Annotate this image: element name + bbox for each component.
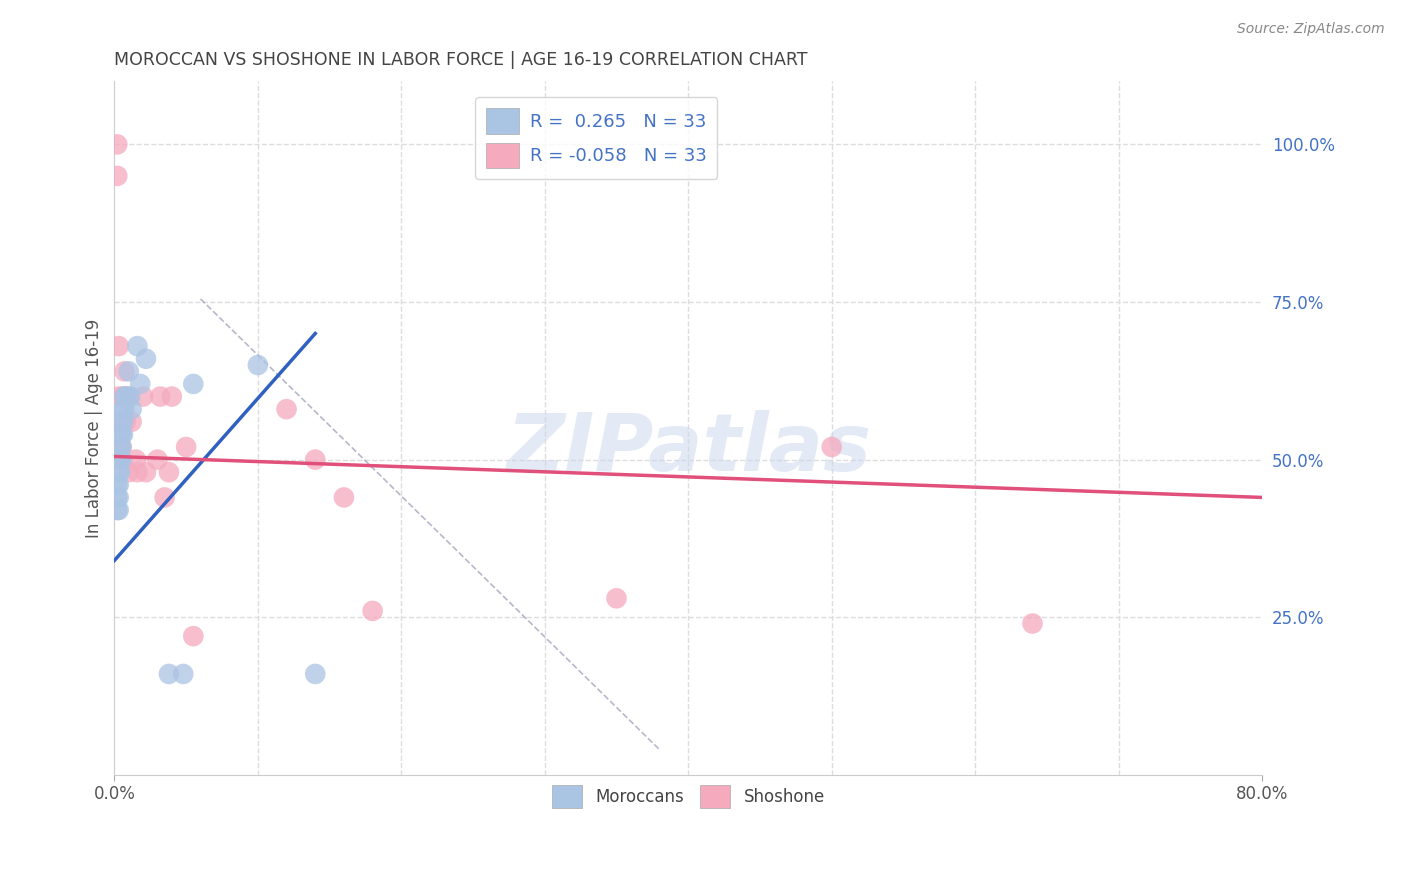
Point [105, 478, 128, 492]
Point [114, 364, 136, 378]
Point [110, 440, 132, 454]
Point [276, 402, 298, 417]
Point [105, 491, 128, 505]
Point [107, 339, 129, 353]
Point [120, 390, 142, 404]
Point [110, 452, 132, 467]
Point [118, 364, 141, 378]
Point [115, 390, 138, 404]
Point [605, 591, 627, 606]
Point [108, 427, 131, 442]
Point [304, 452, 326, 467]
Point [108, 415, 131, 429]
Point [110, 452, 132, 467]
Text: ZIPatlas: ZIPatlas [506, 410, 870, 488]
Point [132, 390, 155, 404]
Point [110, 415, 132, 429]
Text: Source: ZipAtlas.com: Source: ZipAtlas.com [1237, 22, 1385, 37]
Point [111, 390, 134, 404]
Point [114, 402, 136, 417]
Point [114, 390, 136, 404]
Point [121, 402, 143, 417]
Point [821, 440, 844, 454]
Point [107, 503, 129, 517]
Point [304, 667, 326, 681]
Point [172, 667, 194, 681]
Point [111, 402, 134, 417]
Point [129, 376, 152, 391]
Point [135, 351, 157, 366]
Point [181, 376, 204, 391]
Point [149, 390, 172, 404]
Point [127, 465, 149, 479]
Y-axis label: In Labor Force | Age 16-19: In Labor Force | Age 16-19 [86, 318, 103, 538]
Point [157, 667, 180, 681]
Point [111, 415, 134, 429]
Point [153, 491, 176, 505]
Point [108, 465, 131, 479]
Point [115, 415, 138, 429]
Point [105, 169, 128, 183]
Point [114, 390, 136, 404]
Point [108, 452, 131, 467]
Text: MOROCCAN VS SHOSHONE IN LABOR FORCE | AGE 16-19 CORRELATION CHART: MOROCCAN VS SHOSHONE IN LABOR FORCE | AG… [114, 51, 808, 69]
Point [181, 629, 204, 643]
Point [107, 465, 129, 479]
Point [135, 465, 157, 479]
Point [118, 390, 141, 404]
Point [107, 491, 129, 505]
Point [111, 415, 134, 429]
Point [108, 440, 131, 454]
Legend: Moroccans, Shoshone: Moroccans, Shoshone [546, 778, 831, 815]
Point [1021, 616, 1043, 631]
Point [361, 604, 384, 618]
Point [118, 465, 141, 479]
Point [157, 465, 180, 479]
Point [246, 358, 269, 372]
Point [110, 427, 132, 442]
Point [105, 137, 128, 152]
Point [107, 452, 129, 467]
Point [174, 440, 197, 454]
Point [125, 452, 148, 467]
Point [110, 440, 132, 454]
Point [333, 491, 356, 505]
Point [146, 452, 169, 467]
Point [111, 427, 134, 442]
Point [107, 478, 129, 492]
Point [127, 339, 149, 353]
Point [105, 503, 128, 517]
Point [121, 415, 143, 429]
Point [160, 390, 183, 404]
Point [107, 390, 129, 404]
